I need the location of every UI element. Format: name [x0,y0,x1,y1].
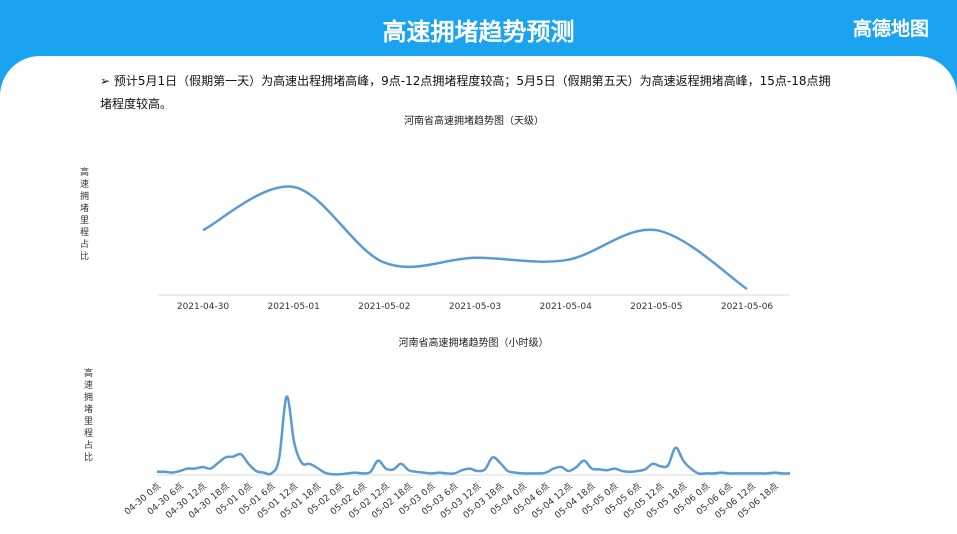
x-tick-label: 2021-05-03 [449,302,501,312]
x-tick-label: 2021-05-06 [721,302,774,312]
chart-title: 河南省高速拥堵趋势图（小时级） [399,336,549,349]
line-series [202,185,748,291]
bullet: ➢ [100,74,114,88]
y-axis-label: 高速拥堵里程占比 [78,166,89,263]
line-series [156,395,791,476]
note-text: 预计5月1日（假期第一天）为高速出程拥堵高峰，9点-12点拥堵程度较高；5月5日… [100,74,831,111]
x-tick-label: 2021-05-05 [630,302,682,312]
logo: 高德地图 [852,18,929,40]
y-axis-label: 高速拥堵里程占比 [82,367,93,464]
x-tick-label: 2021-05-01 [268,302,320,312]
x-tick-label: 2021-05-04 [540,302,593,312]
note: ➢ 预计5月1日（假期第一天）为高速出程拥堵高峰，9点-12点拥堵程度较高；5月… [100,70,840,116]
chart-title: 河南省高速拥堵趋势图（天级） [404,114,544,127]
header-title: 高速拥堵趋势预测 [382,18,575,46]
x-tick-label: 2021-04-30 [177,302,230,312]
x-tick-label: 2021-05-02 [358,302,410,312]
